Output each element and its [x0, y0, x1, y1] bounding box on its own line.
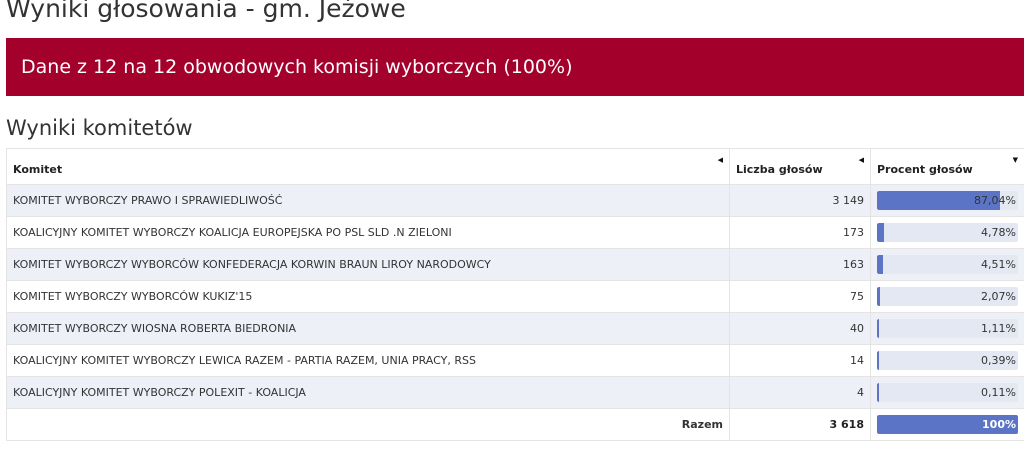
sort-left-icon[interactable]: ◀	[717, 156, 723, 164]
table-header-row: Komitet ◀ Liczba głosów ◀ Procent głosów…	[6, 148, 1024, 185]
total-row: Razem 3 618 100%	[6, 408, 1024, 441]
committee-results-table: Komitet ◀ Liczba głosów ◀ Procent głosów…	[6, 148, 1024, 441]
committee-name: KOMITET WYBORCZY WIOSNA ROBERTA BIEDRONI…	[6, 312, 730, 345]
percent-bar: 1,11%	[877, 319, 1018, 338]
percent-label: 4,51%	[981, 258, 1016, 271]
percent-cell: 2,07%	[870, 280, 1024, 313]
percent-bar-fill	[877, 255, 884, 274]
vote-count: 14	[729, 344, 871, 377]
percent-cell: 0,39%	[870, 344, 1024, 377]
column-header-votes-label: Liczba głosów	[736, 163, 823, 176]
committee-name: KOALICYJNY KOMITET WYBORCZY POLEXIT - KO…	[6, 376, 730, 409]
percent-bar: 0,39%	[877, 351, 1018, 370]
percent-bar-fill	[877, 383, 879, 402]
percent-label: 4,78%	[981, 226, 1016, 239]
percent-cell: 1,11%	[870, 312, 1024, 345]
percent-label: 1,11%	[981, 322, 1016, 335]
committee-name: KOALICYJNY KOMITET WYBORCZY KOALICJA EUR…	[6, 216, 730, 249]
vote-count: 3 149	[729, 184, 871, 217]
column-header-votes[interactable]: Liczba głosów ◀	[729, 148, 871, 185]
percent-bar-fill	[877, 351, 879, 370]
table-row: KOALICYJNY KOMITET WYBORCZY POLEXIT - KO…	[6, 376, 1024, 409]
total-label: Razem	[6, 408, 730, 441]
vote-count: 163	[729, 248, 871, 281]
percent-bar: 2,07%	[877, 287, 1018, 306]
page-title: Wyniki głosowania - gm. Jeżowe	[6, 0, 406, 23]
vote-count: 173	[729, 216, 871, 249]
total-percent-bar: 100%	[877, 415, 1018, 434]
percent-bar: 4,78%	[877, 223, 1018, 242]
percent-bar: 4,51%	[877, 255, 1018, 274]
column-header-percent[interactable]: Procent głosów ▼	[870, 148, 1024, 185]
column-header-committee[interactable]: Komitet ◀	[6, 148, 730, 185]
table-row: KOMITET WYBORCZY WYBORCÓW KONFEDERACJA K…	[6, 248, 1024, 281]
committee-name: KOALICYJNY KOMITET WYBORCZY LEWICA RAZEM…	[6, 344, 730, 377]
total-vote-count: 3 618	[729, 408, 871, 441]
percent-bar-fill	[877, 223, 884, 242]
percent-label: 0,11%	[981, 386, 1016, 399]
committee-name: KOMITET WYBORCZY WYBORCÓW KONFEDERACJA K…	[6, 248, 730, 281]
vote-count: 75	[729, 280, 871, 313]
percent-cell: 4,51%	[870, 248, 1024, 281]
banner-text: Dane z 12 na 12 obwodowych komisji wybor…	[21, 56, 573, 78]
table-row: KOALICYJNY KOMITET WYBORCZY LEWICA RAZEM…	[6, 344, 1024, 377]
percent-bar: 87,04%	[877, 191, 1018, 210]
total-percent-bar-fill	[877, 415, 1018, 434]
percent-bar-fill	[877, 191, 1000, 210]
percent-bar-fill	[877, 319, 879, 338]
column-header-percent-label: Procent głosów	[877, 163, 973, 176]
vote-count: 4	[729, 376, 871, 409]
section-title: Wyniki komitetów	[6, 116, 193, 140]
committee-name: KOMITET WYBORCZY PRAWO I SPRAWIEDLIWOŚĆ	[6, 184, 730, 217]
percent-label: 87,04%	[974, 194, 1016, 207]
percent-bar: 0,11%	[877, 383, 1018, 402]
total-percent-cell: 100%	[870, 408, 1024, 441]
sort-left-icon[interactable]: ◀	[858, 156, 864, 164]
vote-count: 40	[729, 312, 871, 345]
committee-name: KOMITET WYBORCZY WYBORCÓW KUKIZ'15	[6, 280, 730, 313]
percent-cell: 0,11%	[870, 376, 1024, 409]
total-percent-label: 100%	[982, 418, 1016, 431]
sort-down-icon[interactable]: ▼	[1012, 156, 1018, 164]
percent-label: 0,39%	[981, 354, 1016, 367]
table-row: KOMITET WYBORCZY WIOSNA ROBERTA BIEDRONI…	[6, 312, 1024, 345]
column-header-committee-label: Komitet	[13, 163, 63, 176]
reporting-status-banner: Dane z 12 na 12 obwodowych komisji wybor…	[6, 38, 1024, 96]
percent-cell: 87,04%	[870, 184, 1024, 217]
table-row: KOALICYJNY KOMITET WYBORCZY KOALICJA EUR…	[6, 216, 1024, 249]
percent-cell: 4,78%	[870, 216, 1024, 249]
percent-bar-fill	[877, 287, 880, 306]
percent-label: 2,07%	[981, 290, 1016, 303]
table-row: KOMITET WYBORCZY WYBORCÓW KUKIZ'15 75 2,…	[6, 280, 1024, 313]
table-row: KOMITET WYBORCZY PRAWO I SPRAWIEDLIWOŚĆ …	[6, 184, 1024, 217]
